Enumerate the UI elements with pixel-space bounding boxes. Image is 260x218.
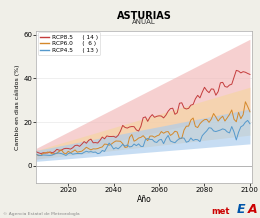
Title: ASTURIAS: ASTURIAS: [117, 11, 172, 21]
Text: ANUAL: ANUAL: [132, 19, 156, 25]
Text: © Agencia Estatal de Meteorología: © Agencia Estatal de Meteorología: [3, 212, 79, 216]
Text: E: E: [237, 203, 246, 216]
Text: A: A: [248, 203, 257, 216]
Y-axis label: Cambio en dias cálidos (%): Cambio en dias cálidos (%): [15, 64, 21, 150]
Legend: RCP8.5     ( 14 ), RCP6.0     (  6 ), RCP4.5     ( 13 ): RCP8.5 ( 14 ), RCP6.0 ( 6 ), RCP4.5 ( 13…: [38, 32, 100, 55]
X-axis label: Año: Año: [137, 195, 152, 204]
Text: met: met: [212, 207, 230, 216]
